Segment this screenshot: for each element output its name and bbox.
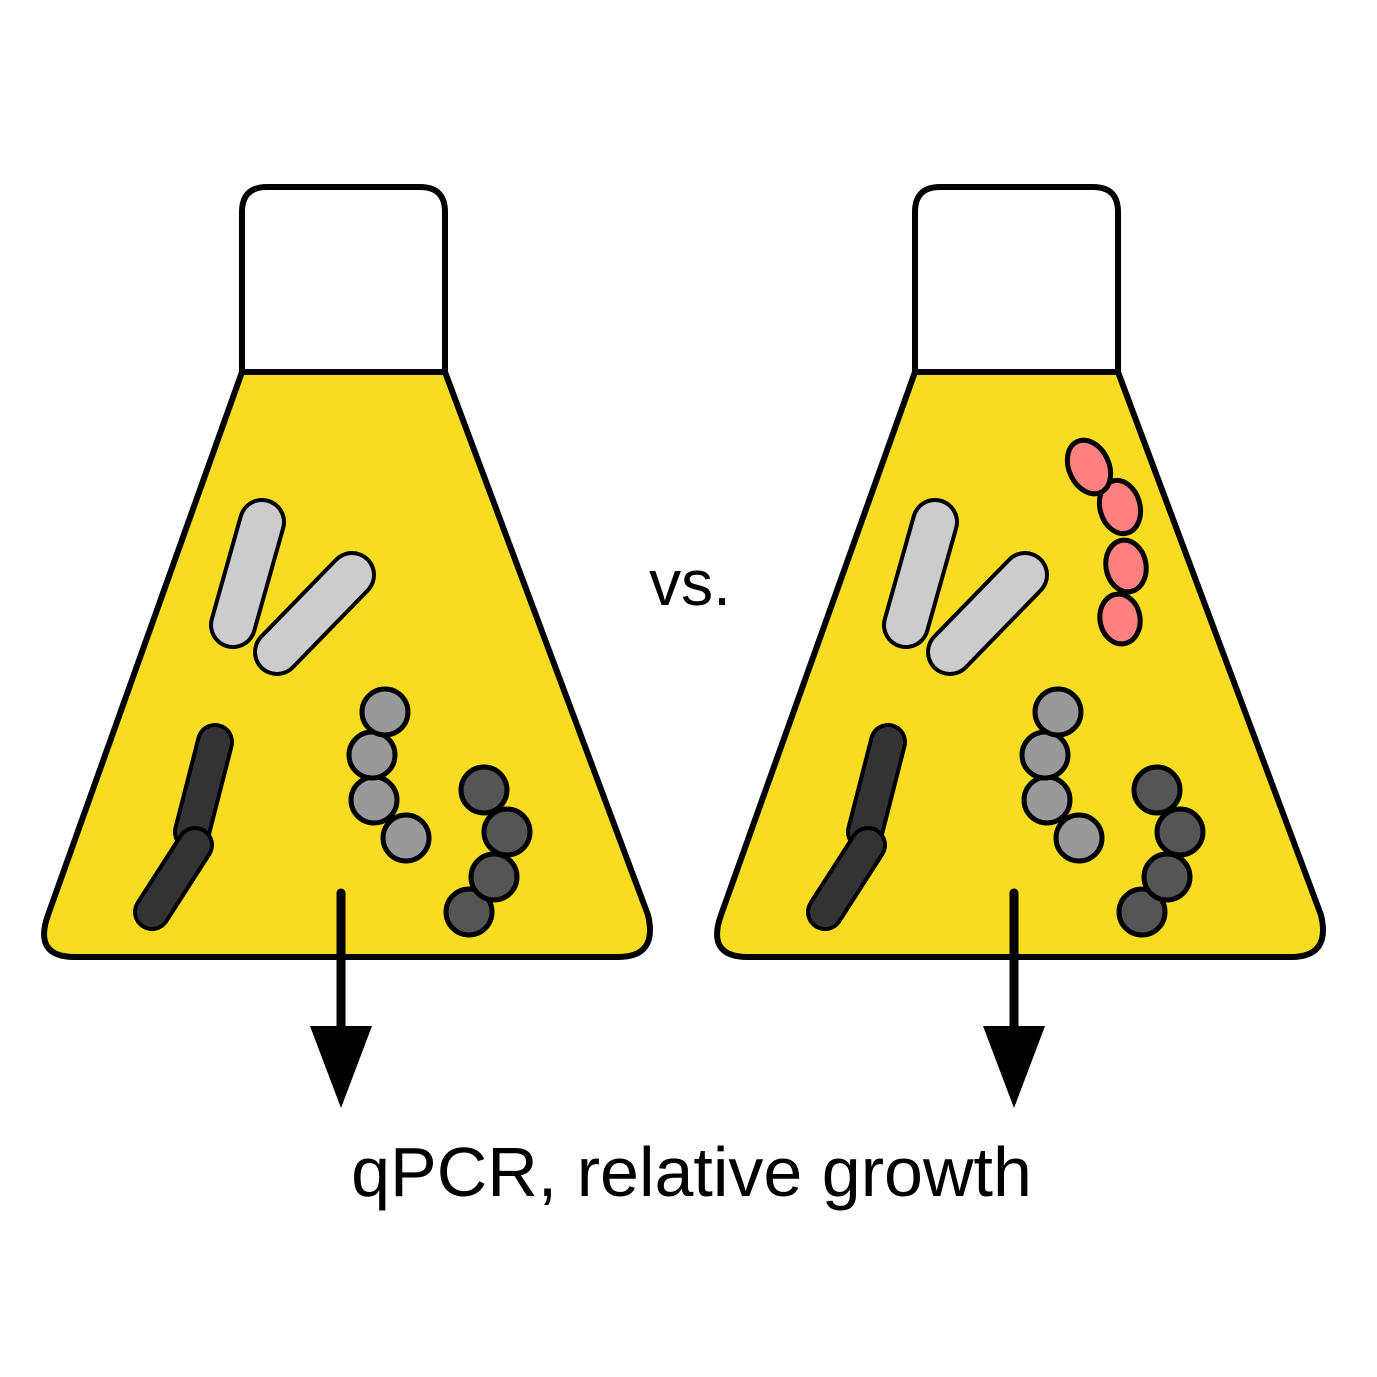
flask-with-added-species <box>717 187 1323 1108</box>
flask-control <box>44 187 650 1108</box>
comparison-label: vs. <box>649 547 731 619</box>
pink-cocci-chain <box>1064 437 1149 647</box>
readout-caption: qPCR, relative growth <box>351 1133 1032 1211</box>
